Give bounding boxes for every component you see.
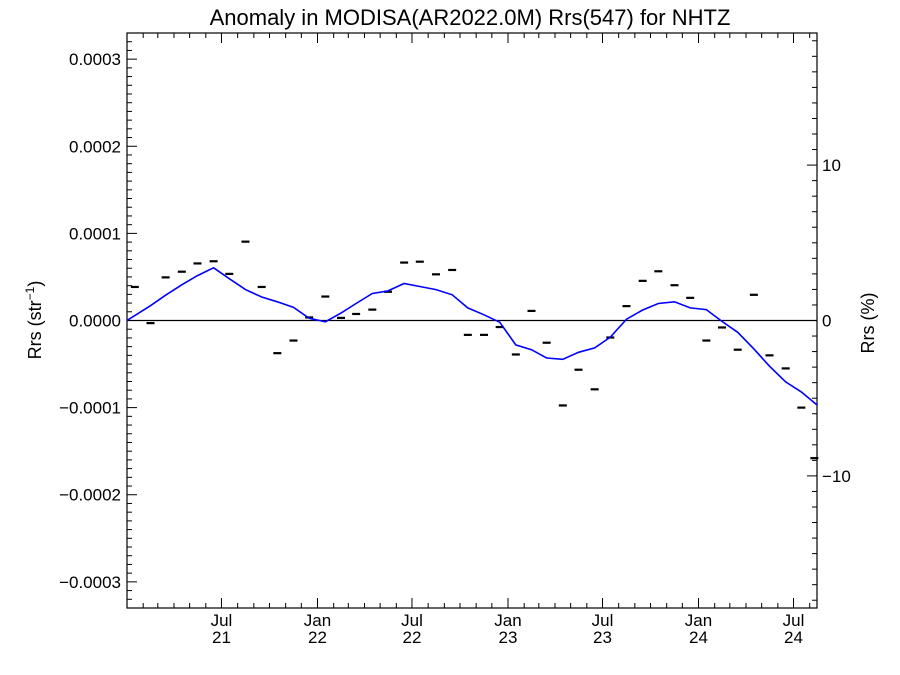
- x-tick-month-label: Jul: [783, 611, 805, 630]
- x-tick-month-label: Jan: [685, 611, 712, 630]
- y-tick-label: −0.0003: [59, 573, 121, 592]
- y2-tick-label: 10: [822, 156, 841, 175]
- y2-tick-label: 0: [822, 312, 831, 331]
- x-tick-month-label: Jan: [304, 611, 331, 630]
- y-tick-label: 0.0002: [69, 137, 121, 156]
- x-tick-month-label: Jul: [211, 611, 233, 630]
- series-layer: [126, 240, 819, 460]
- y2-tick-label: −10: [822, 467, 851, 486]
- x-tick-year-label: 22: [308, 628, 327, 647]
- trend-line: [126, 266, 819, 407]
- x-tick-year-label: 21: [212, 628, 231, 647]
- y-tick-label: 0.0001: [69, 224, 121, 243]
- x-tick-year-label: 23: [499, 628, 518, 647]
- right-y-axis-label: Rrs (%): [858, 293, 878, 354]
- y-tick-label: −0.0001: [59, 399, 121, 418]
- left-y-axis: 0.0003 0.0002 0.0001 0.0000 −0.0001 −0.0002 −0…: [59, 32, 137, 609]
- right-y-axis: 10 0 −10: [807, 40, 851, 601]
- y-tick-label: 0.0000: [69, 312, 121, 331]
- y-axis-label-end: ): [25, 281, 45, 287]
- y-axis-label-main: Rrs (str: [25, 300, 45, 359]
- chart-title: Anomaly in MODISA(AR2022.0M) Rrs(547) fo…: [210, 5, 731, 30]
- y-axis-label-superscript: −1: [23, 286, 37, 300]
- x-tick-month-label: Jan: [494, 611, 521, 630]
- x-tick-month-label: Jul: [592, 611, 614, 630]
- y-tick-label: 0.0003: [69, 50, 121, 69]
- x-tick-year-label: 24: [689, 628, 708, 647]
- y-axis-label: Rrs (str−1): [23, 281, 45, 360]
- y-tick-label: −0.0002: [59, 486, 121, 505]
- x-tick-year-label: 24: [784, 628, 803, 647]
- x-tick-month-label: Jul: [401, 611, 423, 630]
- x-tick-year-label: 22: [403, 628, 422, 647]
- x-tick-year-label: 23: [593, 628, 612, 647]
